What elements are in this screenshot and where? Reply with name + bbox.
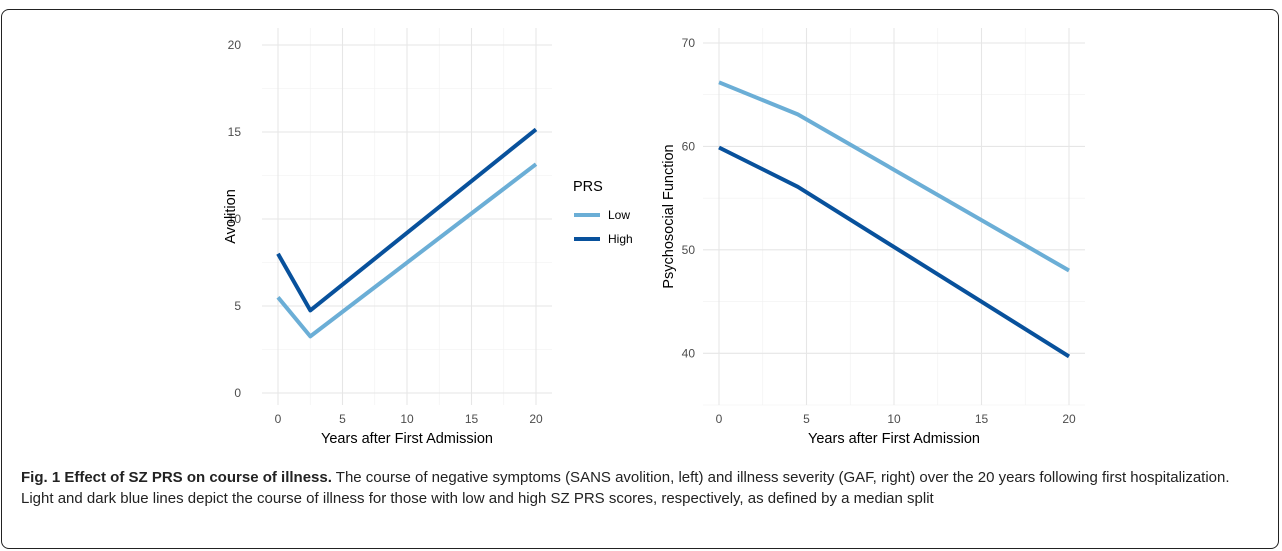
psychosocial-line-low bbox=[718, 80, 1070, 273]
avolition-y-tick-label: 20 bbox=[228, 38, 242, 52]
avolition-x-tick-label: 0 bbox=[275, 412, 282, 426]
avolition-y-tick-label: 10 bbox=[228, 212, 242, 226]
legend-label-low: Low bbox=[608, 208, 630, 222]
caption-label: Fig. 1 Effect of SZ PRS on course of ill… bbox=[21, 469, 332, 486]
psychosocial-x-tick-label: 0 bbox=[716, 412, 723, 426]
figure-frame bbox=[1, 9, 1279, 549]
psychosocial-x-tick-label: 20 bbox=[1062, 412, 1076, 426]
avolition-x-tick-label: 20 bbox=[529, 412, 543, 426]
avolition-line-low bbox=[276, 162, 538, 339]
legend-label-high: High bbox=[608, 232, 633, 246]
psychosocial-y-tick-label: 50 bbox=[682, 243, 696, 257]
avolition-x-tick-label: 5 bbox=[339, 412, 346, 426]
psychosocial-y-tick-label: 70 bbox=[682, 36, 696, 50]
psychosocial-x-tick-label: 15 bbox=[975, 412, 989, 426]
psychosocial-x-axis-title: Years after First Admission bbox=[808, 431, 980, 447]
avolition-line-high bbox=[276, 127, 538, 313]
psychosocial-x-tick-label: 10 bbox=[887, 412, 901, 426]
avolition-x-tick-label: 10 bbox=[400, 412, 414, 426]
psychosocial-y-axis-title: Psychosocial Function bbox=[661, 144, 677, 288]
avolition-x-axis-title: Years after First Admission bbox=[321, 431, 493, 447]
caption-text: The course of negative symptoms (SANS av… bbox=[21, 469, 1230, 507]
avolition-y-tick-label: 0 bbox=[234, 386, 241, 400]
avolition-y-axis-title: Avolition bbox=[223, 189, 239, 244]
avolition-chart: 0 5 10 15 20 0 5 10 15 20 Years after First Admiss… bbox=[223, 28, 552, 447]
prs-legend: PRS Low High bbox=[573, 179, 633, 246]
psychosocial-function-chart: 0 5 10 15 20 40 50 60 70 Years after First Admiss… bbox=[661, 28, 1085, 447]
avolition-y-tick-label: 15 bbox=[228, 125, 242, 139]
psychosocial-y-tick-label: 40 bbox=[682, 346, 696, 360]
psychosocial-x-tick-label: 5 bbox=[803, 412, 810, 426]
avolition-y-tick-label: 5 bbox=[234, 299, 241, 313]
figure-caption: Fig. 1 Effect of SZ PRS on course of ill… bbox=[21, 467, 1266, 509]
avolition-x-tick-label: 15 bbox=[465, 412, 479, 426]
legend-title: PRS bbox=[573, 179, 603, 195]
psychosocial-y-tick-label: 60 bbox=[682, 139, 696, 153]
psychosocial-line-high bbox=[718, 145, 1071, 359]
